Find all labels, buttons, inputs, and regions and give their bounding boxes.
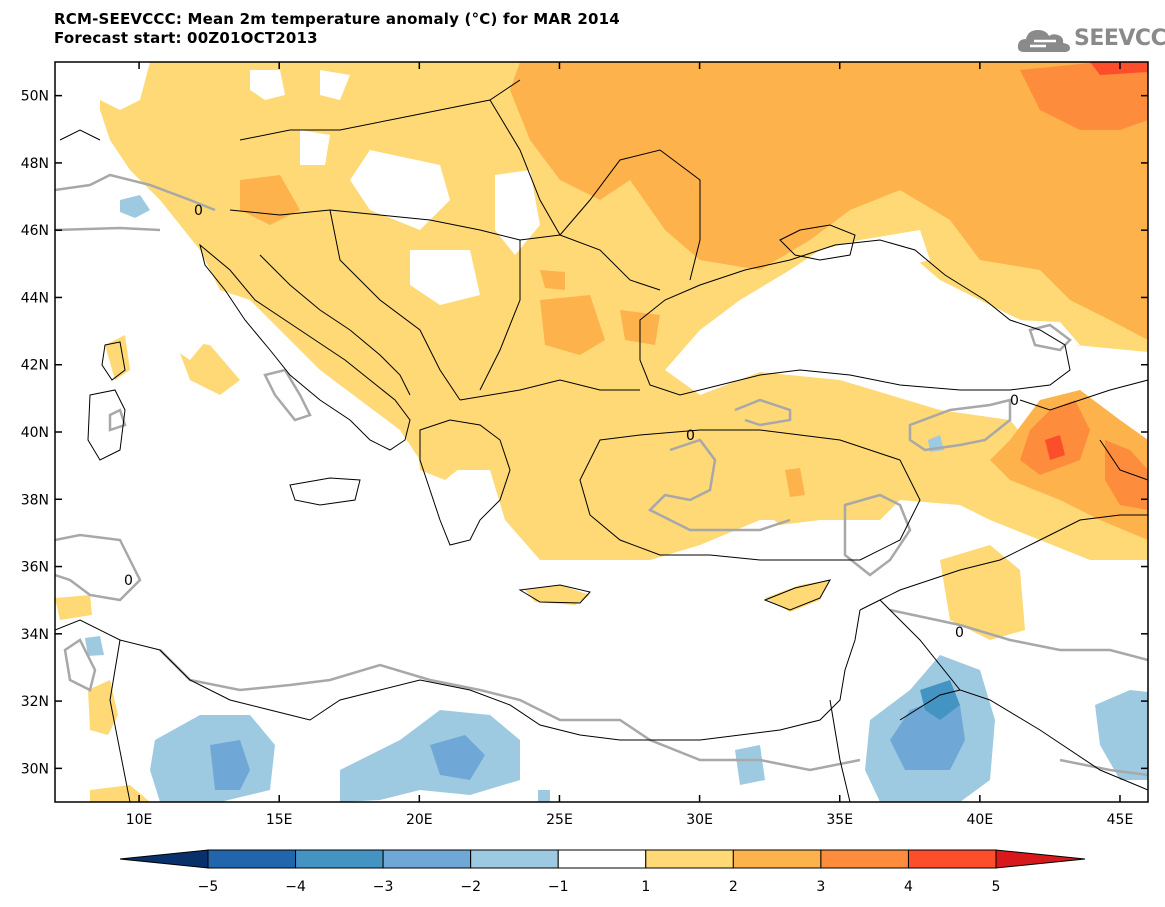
colorbar-upper-extension: [995, 849, 1086, 869]
cloud-icon: [1017, 30, 1070, 52]
lat-tick-label: 42N: [21, 358, 49, 374]
colorbar-label: −5: [198, 879, 219, 895]
colorbar-label: −1: [548, 879, 569, 895]
colorbar-label: −4: [285, 879, 306, 895]
lat-tick-label: 34N: [21, 627, 49, 643]
colorbar-label: 4: [904, 879, 913, 895]
colorbar: −5 −4 −3 −2 −1 1 2 3 4 5: [119, 849, 1086, 895]
lat-tick-label: 46N: [21, 223, 49, 239]
colorbar-swatch: [732, 849, 822, 869]
zero-contours: [55, 173, 1148, 777]
warm-anomaly-zone: [765, 580, 830, 612]
lat-tick-label: 50N: [21, 89, 49, 105]
lon-tick-label: 25E: [546, 812, 573, 828]
seevccc-logo: SEEVCCC: [1016, 22, 1165, 56]
warm-anomaly-zone: [940, 545, 1025, 640]
colorbar-lower-extension: [119, 849, 209, 869]
contour-label: 0: [955, 625, 964, 641]
warm-anomaly-zone: [90, 785, 150, 802]
contour-label: 0: [124, 573, 133, 589]
lat-tick-label: 36N: [21, 560, 49, 576]
map-axes: 10E 15E 20E 25E 30E 35E 40E 45E 30N 32N 34N 36N 38N 4…: [21, 62, 1148, 828]
coastlines: [55, 79, 1148, 802]
lon-tick-label: 30E: [686, 812, 713, 828]
logo-text: SEEVCCC: [1074, 26, 1165, 51]
lon-tick-label: 40E: [967, 812, 994, 828]
lat-tick-label: 38N: [21, 492, 49, 508]
contour-labels: 0 0 0 0 0: [124, 203, 1019, 641]
forecast-start: Forecast start: 00Z01OCT2013: [54, 29, 318, 47]
map-title: RCM-SEEVCCC: Mean 2m temperature anomaly…: [54, 10, 620, 28]
colorbar-label: −3: [373, 879, 394, 895]
colorbar-swatch: [645, 849, 734, 869]
anomaly-shading: [55, 62, 1148, 802]
lat-tick-label: 48N: [21, 156, 49, 172]
colorbar-swatch: [907, 849, 997, 869]
colorbar-swatch: [295, 849, 384, 869]
hot-anomaly-zone: [1090, 62, 1148, 75]
warm-anomaly-zone: [105, 335, 130, 380]
lon-tick-label: 15E: [266, 812, 293, 828]
warm-anomaly-zone: [510, 62, 1148, 340]
contour-label: 0: [1010, 393, 1019, 409]
lon-tick-label: 10E: [126, 812, 153, 828]
lat-tick-label: 32N: [21, 694, 49, 710]
colorbar-label: 3: [816, 879, 825, 895]
contour-label: 0: [194, 203, 203, 219]
lon-tick-label: 45E: [1107, 812, 1134, 828]
colorbar-label: −2: [460, 879, 481, 895]
cold-anomaly-zone: [1095, 690, 1148, 780]
colorbar-swatch: [557, 849, 647, 869]
lat-tick-label: 40N: [21, 425, 49, 441]
colorbar-label: 2: [729, 879, 738, 895]
lon-tick-label: 20E: [406, 812, 433, 828]
warm-anomaly-zone: [1020, 62, 1148, 130]
lat-tick-label: 30N: [21, 761, 49, 777]
contour-label: 0: [686, 428, 695, 444]
lat-tick-label: 44N: [21, 290, 49, 306]
colorbar-swatch: [820, 849, 909, 869]
colorbar-label: 5: [992, 879, 1001, 895]
colorbar-label: 1: [641, 879, 650, 895]
warm-anomaly-zone: [55, 595, 92, 620]
colorbar-swatch: [470, 849, 559, 869]
colorbar-swatch: [382, 849, 472, 869]
warm-anomaly-zone: [415, 400, 470, 480]
cold-anomaly-zone: [340, 710, 520, 802]
colorbar-swatch: [207, 849, 297, 869]
warm-anomaly-zone: [525, 585, 590, 605]
warm-anomaly-zone: [88, 680, 118, 735]
lon-tick-label: 35E: [826, 812, 853, 828]
